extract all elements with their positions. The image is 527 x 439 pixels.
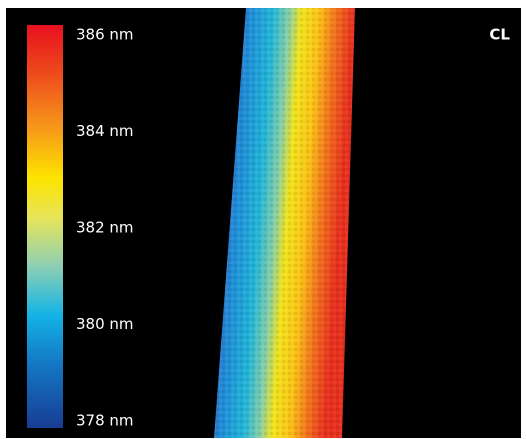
colorbar-tick-label: 386 nm (76, 26, 134, 44)
colorbar-tick-label: 380 nm (76, 315, 134, 333)
colorbar (27, 25, 63, 428)
corner-label: CL (489, 26, 510, 44)
colorbar-tick-label: 382 nm (76, 219, 134, 237)
colorbar-tick-label: 384 nm (76, 122, 134, 140)
colorbar-tick-label: 378 nm (76, 412, 134, 430)
stripe-texture (214, 8, 355, 438)
